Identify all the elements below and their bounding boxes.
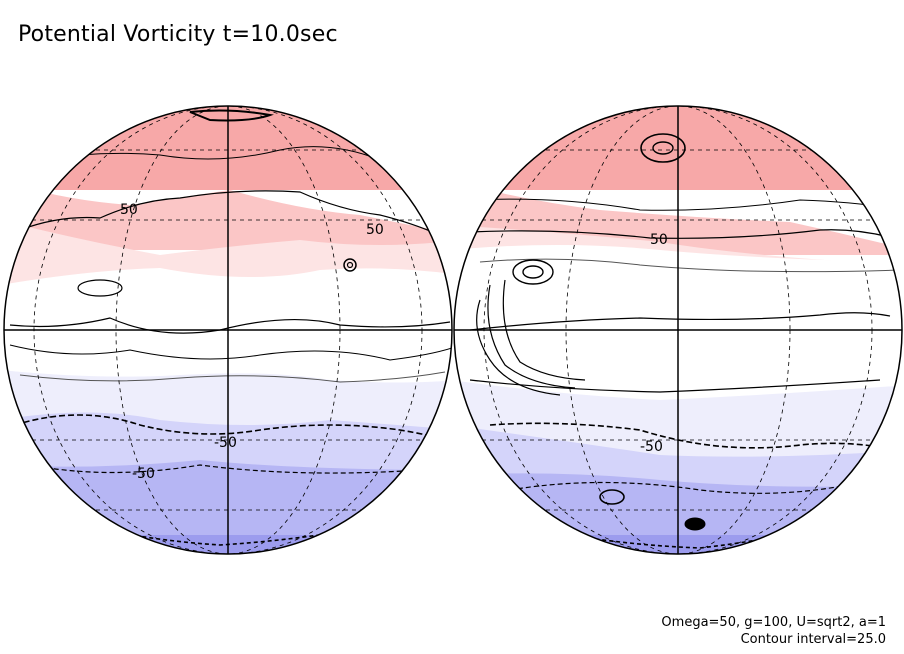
contour-line bbox=[14, 414, 446, 441]
band-north-3 bbox=[454, 106, 902, 190]
contour-line bbox=[476, 299, 561, 396]
band-south-4 bbox=[454, 535, 902, 554]
vortex bbox=[346, 261, 354, 269]
vortex bbox=[77, 279, 123, 297]
contour-line bbox=[469, 379, 881, 393]
contour-line bbox=[29, 464, 421, 474]
contour-line bbox=[487, 284, 576, 389]
globe-outline bbox=[3, 105, 453, 555]
contour-label: -50 bbox=[214, 435, 237, 451]
contour-line bbox=[19, 190, 451, 241]
contour-line bbox=[469, 312, 891, 331]
contour-line bbox=[189, 109, 274, 122]
vortex bbox=[599, 489, 625, 505]
band-equator bbox=[454, 245, 902, 395]
contour-line bbox=[489, 422, 896, 451]
vortex bbox=[684, 517, 706, 531]
band-south-4 bbox=[4, 535, 452, 554]
globe-outline bbox=[453, 105, 903, 555]
plot-title: Potential Vorticity t=10.0sec bbox=[18, 22, 338, 47]
contour-label: -50 bbox=[132, 466, 155, 482]
contour-line bbox=[19, 371, 446, 383]
contour-label: 50 bbox=[120, 202, 138, 218]
vortex bbox=[512, 259, 554, 285]
globe-east: 50 -50 bbox=[453, 105, 903, 555]
contour-line bbox=[479, 258, 901, 273]
contour-line bbox=[509, 479, 871, 494]
vortex bbox=[652, 141, 674, 155]
vortex bbox=[343, 258, 357, 272]
parameter-footnote: Omega=50, g=100, U=sqrt2, a=1 bbox=[661, 615, 886, 630]
contour-line bbox=[39, 146, 381, 161]
vortex bbox=[640, 133, 686, 163]
contour-line bbox=[9, 344, 452, 361]
contour-label: -50 bbox=[640, 439, 663, 455]
contour-line bbox=[469, 229, 901, 241]
band-equator bbox=[4, 268, 452, 380]
contour-interval-footnote: Contour interval=25.0 bbox=[740, 632, 886, 647]
contour-line bbox=[502, 279, 586, 381]
contour-label: 50 bbox=[366, 222, 384, 238]
globe-west: 50 50 -50 -50 bbox=[3, 105, 453, 555]
contour-line bbox=[469, 198, 901, 211]
contour-label: 50 bbox=[650, 232, 668, 248]
vortex bbox=[522, 265, 544, 279]
band-north-2 bbox=[4, 180, 452, 250]
